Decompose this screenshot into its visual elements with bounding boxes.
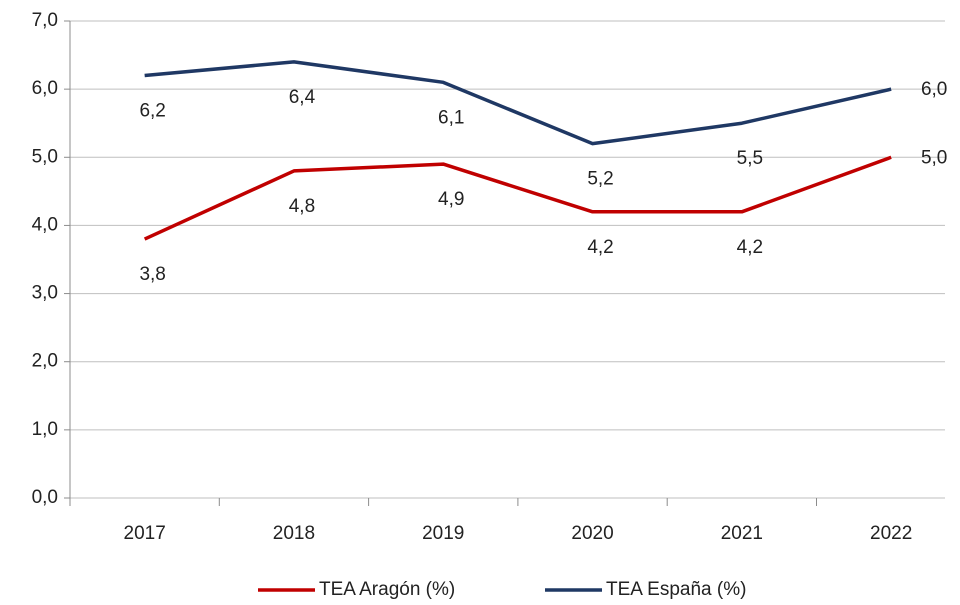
data-label: 6,2	[139, 101, 165, 122]
x-tick-label: 2022	[870, 523, 912, 544]
data-label: 5,5	[737, 148, 763, 169]
y-tick-label: 4,0	[32, 214, 58, 235]
legend-label: TEA Aragón (%)	[319, 579, 455, 600]
data-label: 5,0	[921, 147, 947, 168]
legend-label: TEA España (%)	[606, 579, 746, 600]
y-tick-label: 0,0	[32, 487, 58, 508]
data-label: 6,1	[438, 107, 464, 128]
y-tick-label: 1,0	[32, 419, 58, 440]
data-label: 4,2	[587, 237, 613, 258]
series-line	[143, 155, 892, 241]
data-label: 5,2	[587, 169, 613, 190]
y-tick-label: 2,0	[32, 351, 58, 372]
x-tick-label: 2021	[721, 523, 763, 544]
y-tick-label: 7,0	[32, 10, 58, 31]
y-tick-label: 5,0	[32, 146, 58, 167]
y-tick-label: 6,0	[32, 78, 58, 99]
data-label: 4,9	[438, 189, 464, 210]
y-tick-label: 3,0	[32, 283, 58, 304]
x-tick-label: 2020	[571, 523, 613, 544]
x-tick-label: 2019	[422, 523, 464, 544]
data-label: 3,8	[139, 264, 165, 285]
x-tick-label: 2018	[273, 523, 315, 544]
series-line	[144, 60, 892, 146]
x-tick-label: 2017	[124, 523, 166, 544]
data-label: 4,8	[289, 196, 315, 217]
data-label: 6,0	[921, 79, 947, 100]
data-label: 4,2	[737, 237, 763, 258]
data-label: 6,4	[289, 87, 316, 108]
